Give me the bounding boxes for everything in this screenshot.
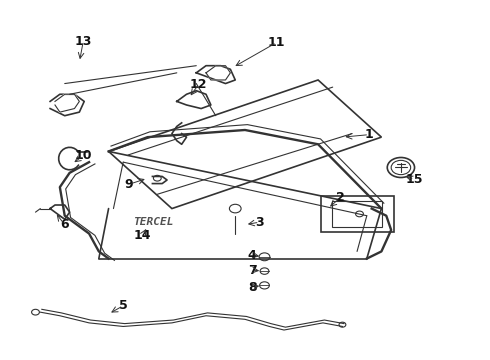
Text: 7: 7 xyxy=(248,264,257,276)
Text: 14: 14 xyxy=(134,229,151,242)
Text: 3: 3 xyxy=(255,216,264,229)
Text: 9: 9 xyxy=(125,178,133,191)
Text: 11: 11 xyxy=(268,36,285,49)
Text: 13: 13 xyxy=(74,35,92,48)
Text: 15: 15 xyxy=(406,173,423,186)
Text: 12: 12 xyxy=(190,78,207,91)
Text: 6: 6 xyxy=(60,218,69,231)
Text: 8: 8 xyxy=(248,281,257,294)
Text: 1: 1 xyxy=(365,128,373,141)
Text: 2: 2 xyxy=(336,192,344,204)
Text: 4: 4 xyxy=(248,248,257,261)
Text: 5: 5 xyxy=(119,299,127,312)
Text: 10: 10 xyxy=(74,149,92,162)
Text: TERCEL: TERCEL xyxy=(133,217,173,227)
